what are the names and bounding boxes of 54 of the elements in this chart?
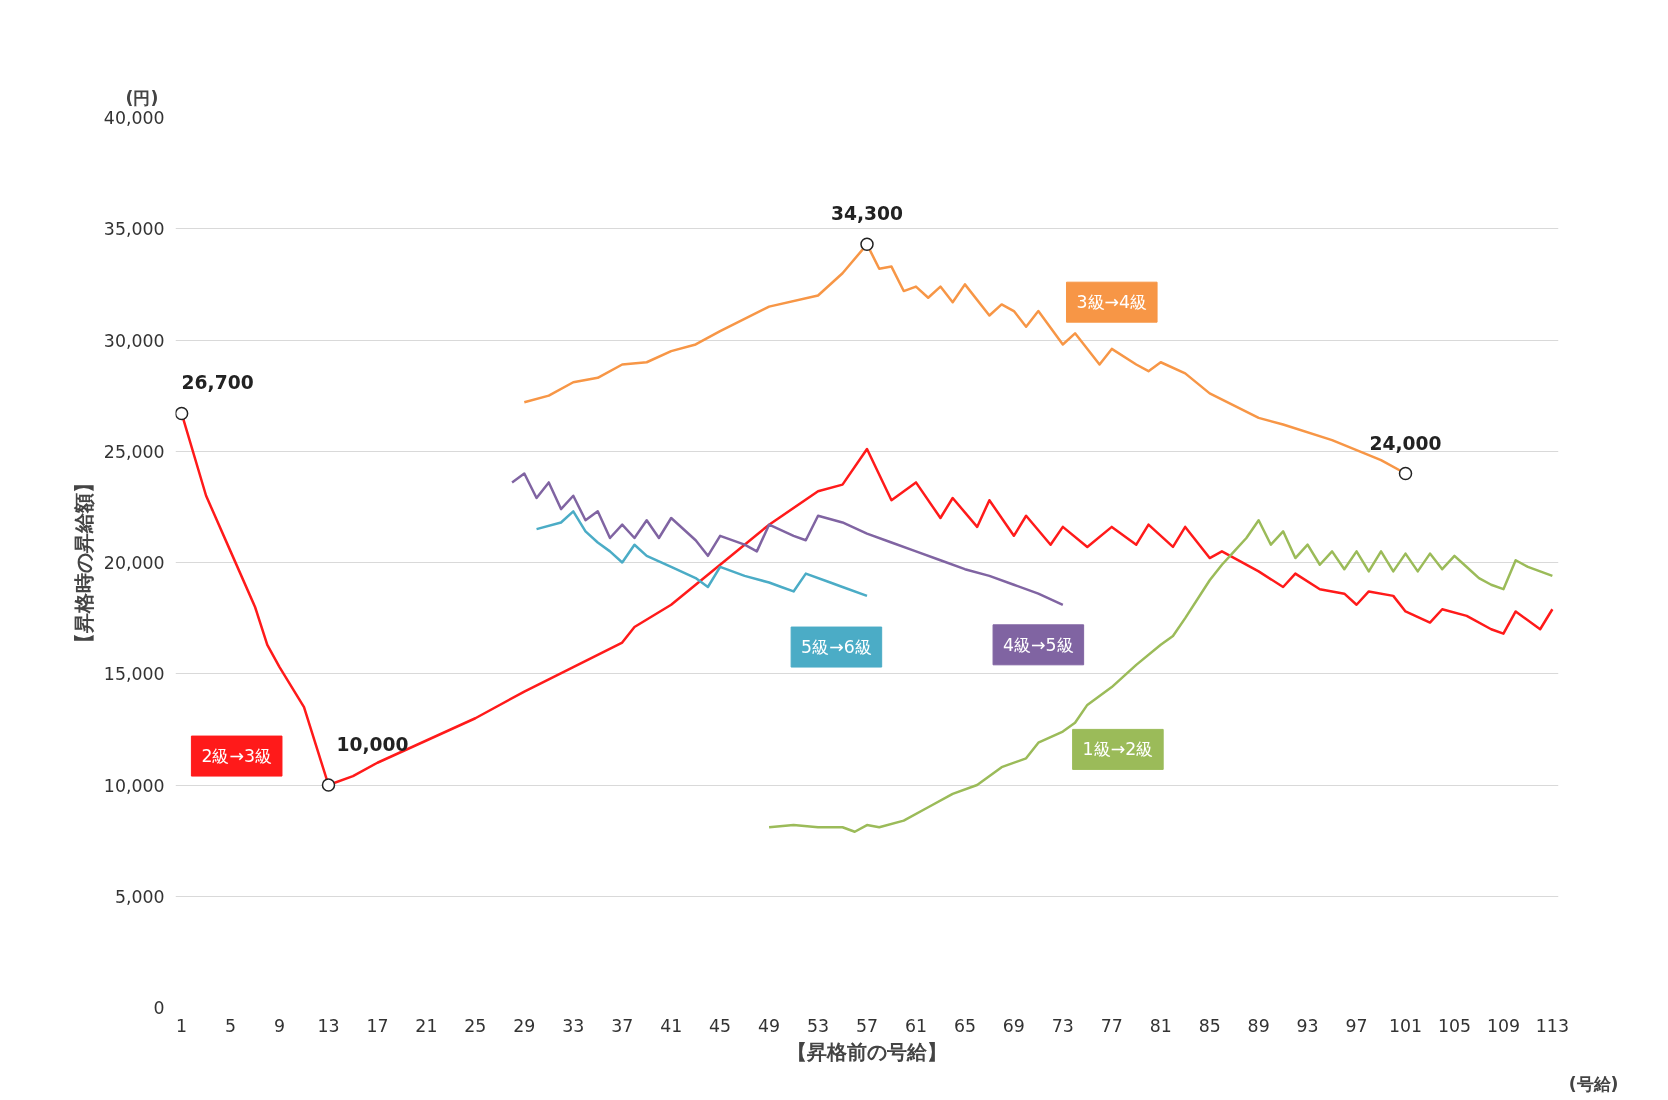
annotation: 26,700	[181, 372, 254, 394]
x-axis-title: 【昇格前の号給】	[787, 1039, 947, 1064]
y-tick-label: 0	[153, 998, 165, 1018]
y-tick-label: 15,000	[103, 664, 165, 685]
x-tick-label: 45	[709, 1015, 732, 1036]
series-label: 4級→5級	[1003, 634, 1074, 655]
line-series	[767, 518, 1554, 833]
y-tick-label: 40,000	[103, 108, 165, 128]
x-tick-label: 5	[225, 1015, 237, 1036]
x-tick-label: 13	[317, 1015, 340, 1036]
annotation: 10,000	[336, 734, 409, 755]
x-tick-label: 97	[1345, 1015, 1368, 1036]
x-tick-label: 61	[904, 1015, 927, 1036]
x-tick-label: 85	[1198, 1015, 1221, 1036]
x-tick-label: 17	[366, 1015, 389, 1036]
x-tick-label: 49	[758, 1015, 781, 1036]
x-tick-label: 101	[1388, 1015, 1423, 1036]
x-tick-label: 113	[1535, 1015, 1569, 1036]
text: (円)	[125, 87, 159, 108]
x-tick-label: 105	[1437, 1015, 1472, 1036]
x-tick-label: 73	[1051, 1015, 1074, 1036]
text: 2級→3級	[201, 746, 272, 767]
x-tick-label: 9	[274, 1015, 286, 1036]
x-tick-label: 57	[855, 1015, 879, 1036]
x-tick-label: 65	[953, 1015, 976, 1036]
x-tick-label: 33	[562, 1015, 585, 1036]
y-tick-label: 25,000	[103, 441, 165, 462]
x-tick-label: 89	[1247, 1015, 1270, 1036]
annotation: 34,300	[831, 203, 904, 225]
x-tick-label: 25	[464, 1015, 487, 1036]
y-tick-label: 10,000	[103, 775, 165, 796]
series-label: 1級→2級	[1082, 739, 1154, 760]
x-tick-label: 81	[1149, 1015, 1172, 1036]
x-tick-label: 69	[1002, 1015, 1025, 1036]
text: (号給)	[1568, 1073, 1619, 1094]
x-tick-label: 1	[176, 1015, 188, 1036]
line-series	[535, 510, 869, 598]
y-tick-label: 20,000	[103, 553, 165, 573]
x-tick-label: 41	[660, 1015, 683, 1036]
x-tick-label: 21	[415, 1015, 438, 1036]
x-tick-label: 77	[1100, 1015, 1123, 1036]
y-axis-title: 【昇格時の昇給額】	[71, 472, 96, 653]
y-tick-label: 35,000	[103, 219, 165, 240]
x-tick-label: 53	[807, 1015, 830, 1036]
x-tick-label: 93	[1296, 1015, 1319, 1036]
x-tick-label: 109	[1486, 1015, 1520, 1036]
x-tick-label: 37	[611, 1015, 634, 1036]
y-tick-label: 30,000	[103, 330, 165, 351]
text: 5級→6級	[801, 637, 872, 658]
annotation: 24,000	[1369, 432, 1442, 454]
line-series	[510, 472, 1065, 607]
x-tick-label: 29	[513, 1015, 536, 1036]
y-tick-label: 5,000	[114, 886, 165, 907]
series-label: 3級→4級	[1076, 292, 1148, 313]
